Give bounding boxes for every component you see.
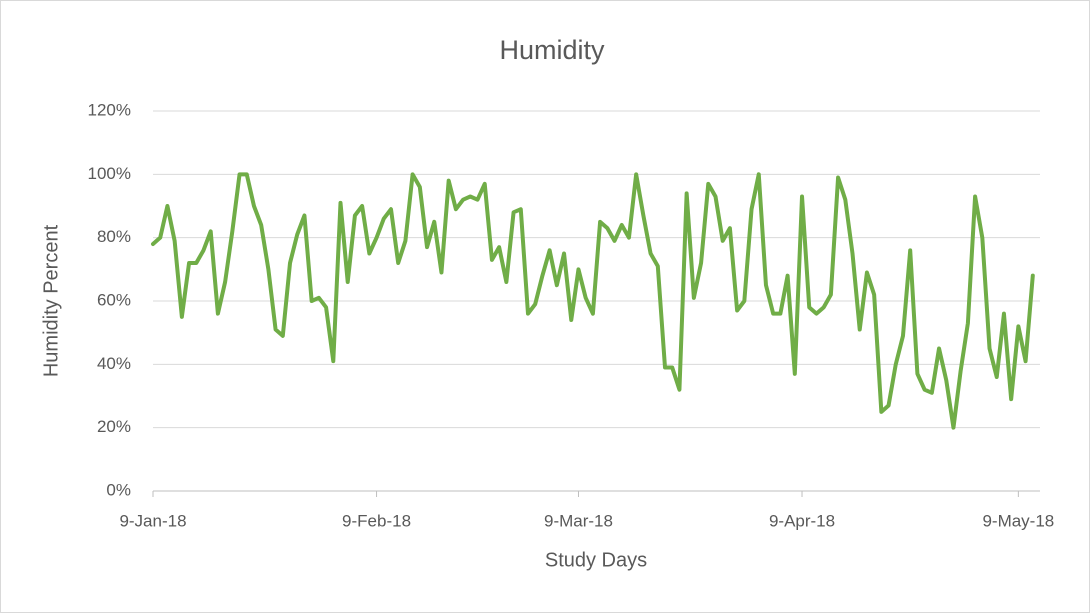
x-axis-label: Study Days xyxy=(545,549,647,571)
y-tick-label: 60% xyxy=(97,290,131,309)
x-tick-label: 9-May-18 xyxy=(982,511,1054,530)
x-tick-label: 9-Mar-18 xyxy=(544,511,613,530)
line-series xyxy=(151,172,1035,430)
y-axis-label: Humidity Percent xyxy=(40,224,62,377)
y-tick-label: 40% xyxy=(97,354,131,373)
x-tick-label: 9-Apr-18 xyxy=(769,511,835,530)
y-tick-label: 80% xyxy=(97,227,131,246)
y-tick-label: 20% xyxy=(97,417,131,436)
x-tick-label: 9-Jan-18 xyxy=(119,511,186,530)
chart-title: Humidity xyxy=(499,35,605,65)
y-tick-label: 100% xyxy=(88,164,131,183)
y-tick-label: 0% xyxy=(106,480,131,499)
x-tick-label: 9-Feb-18 xyxy=(342,511,411,530)
y-tick-label: 120% xyxy=(88,100,131,119)
